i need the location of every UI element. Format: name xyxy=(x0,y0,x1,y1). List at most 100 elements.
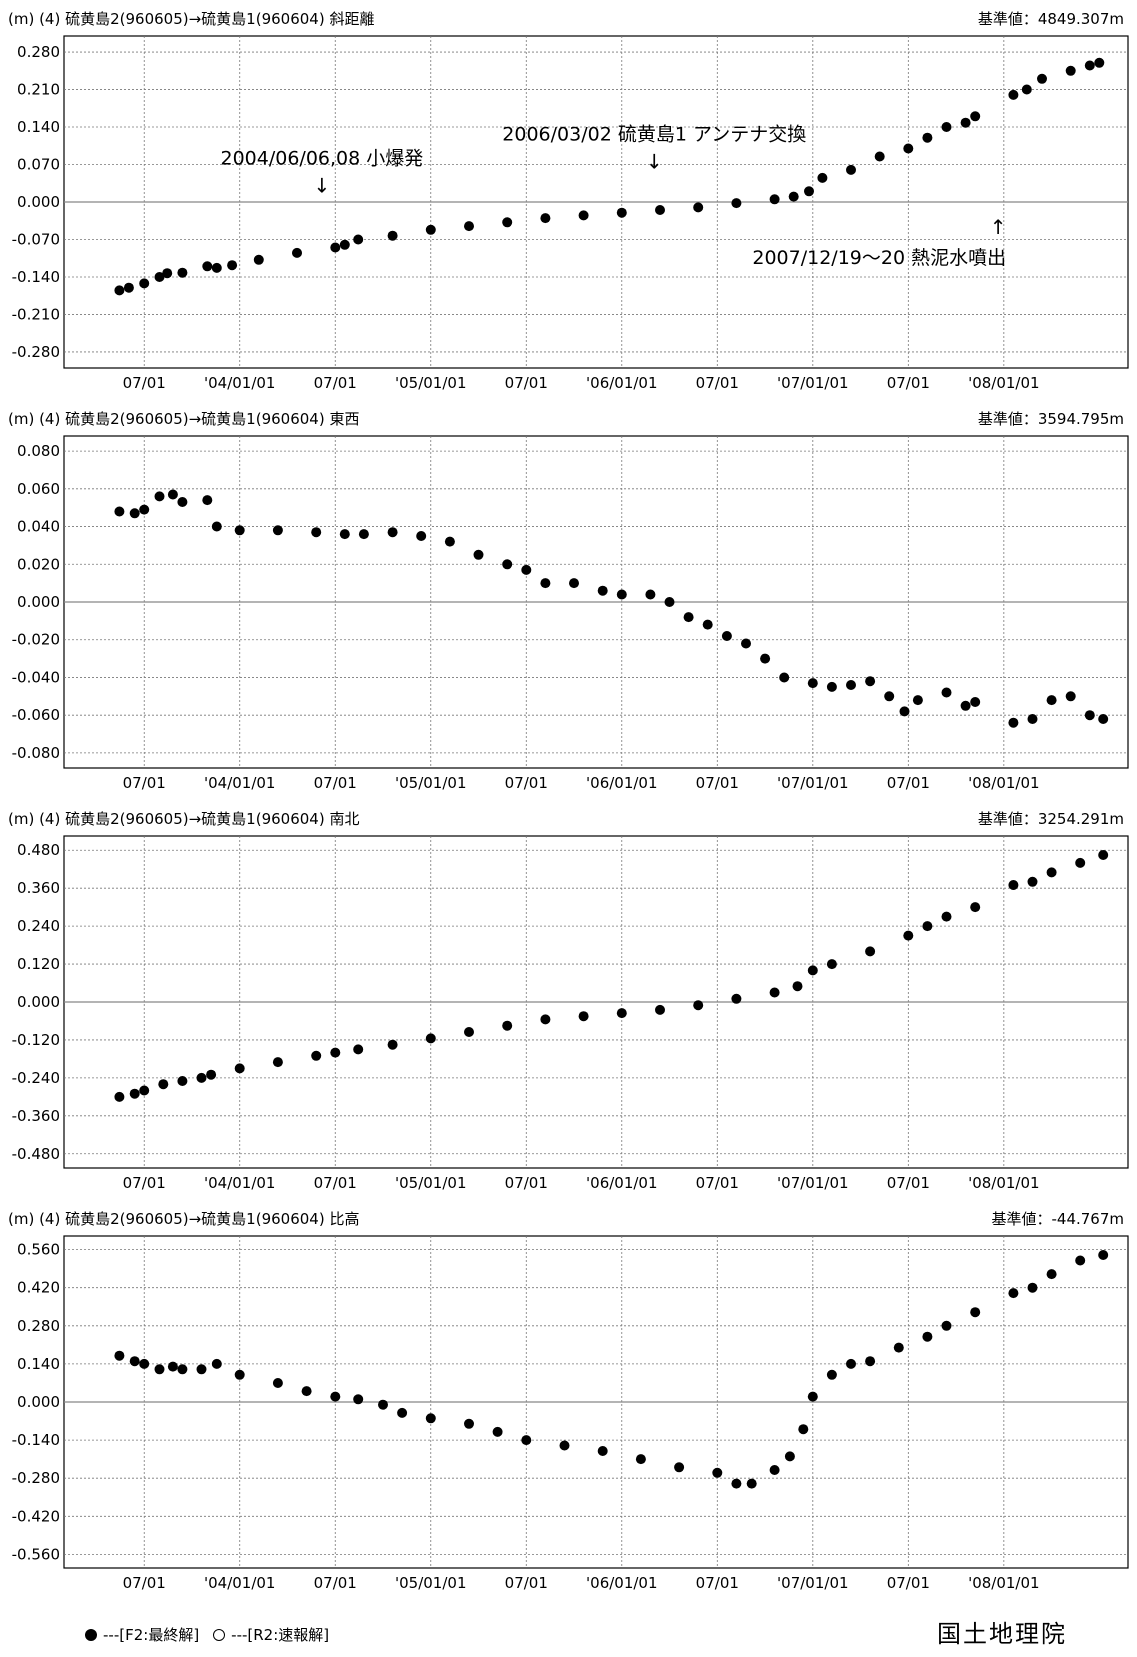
data-point xyxy=(416,531,427,541)
data-point xyxy=(664,597,675,607)
data-point xyxy=(1021,84,1032,95)
data-point xyxy=(154,1364,165,1375)
data-point xyxy=(353,1394,364,1405)
data-point xyxy=(211,521,222,532)
data-point xyxy=(865,1356,876,1367)
x-tick-label: 07/01 xyxy=(887,1174,930,1192)
y-tick-label: 0.080 xyxy=(17,442,60,460)
chart-header-right: 基準値：-44.767m xyxy=(991,1210,1124,1228)
data-point xyxy=(683,612,694,623)
x-tick-label: 07/01 xyxy=(505,774,548,792)
data-point xyxy=(798,1424,809,1435)
y-tick-label: 0.040 xyxy=(17,518,60,536)
data-point xyxy=(769,987,780,998)
x-tick-label: '04/01/01 xyxy=(204,774,276,792)
data-point xyxy=(779,672,790,683)
data-point xyxy=(616,207,627,218)
chart-header-left: (m) (4) 硫黄島2(960605)→硫黄島1(960604) 斜距離 xyxy=(8,10,374,28)
data-point xyxy=(444,536,455,547)
data-point xyxy=(1037,73,1047,84)
chart-header-left: (m) (4) 硫黄島2(960605)→硫黄島1(960604) 南北 xyxy=(8,810,359,828)
data-point xyxy=(177,1076,188,1086)
data-point xyxy=(492,1426,503,1437)
data-point xyxy=(941,687,952,698)
data-point xyxy=(473,549,484,560)
data-point xyxy=(1008,89,1019,100)
x-tick-label: '04/01/01 xyxy=(204,1174,276,1192)
data-point xyxy=(1027,1282,1038,1293)
y-tick-label: 0.480 xyxy=(17,841,60,859)
data-point xyxy=(578,210,589,221)
data-point xyxy=(353,1044,364,1055)
x-tick-label: '05/01/01 xyxy=(395,774,467,792)
y-tick-label: -0.280 xyxy=(12,343,60,361)
data-point xyxy=(521,1435,532,1446)
y-tick-label: 0.140 xyxy=(17,118,60,136)
data-point xyxy=(425,224,436,235)
y-tick-label: 0.560 xyxy=(17,1241,60,1259)
data-point xyxy=(129,1356,140,1367)
data-point xyxy=(129,1088,140,1099)
data-point xyxy=(769,1465,780,1475)
data-point xyxy=(339,239,350,250)
data-point xyxy=(826,681,837,692)
y-tick-label: 0.000 xyxy=(17,193,60,211)
data-point xyxy=(502,1020,513,1031)
y-tick-label: 0.000 xyxy=(17,593,60,611)
x-tick-label: 07/01 xyxy=(123,1574,166,1592)
x-tick-label: '05/01/01 xyxy=(395,1574,467,1592)
agency-name: 国土地理院 xyxy=(937,1620,1067,1648)
data-point xyxy=(1027,714,1038,724)
data-point xyxy=(912,695,923,706)
data-point xyxy=(903,930,914,941)
data-point xyxy=(1098,850,1109,860)
y-tick-label: 0.140 xyxy=(17,1355,60,1373)
y-tick-label: 0.060 xyxy=(17,480,60,498)
data-point xyxy=(1098,714,1109,724)
data-point xyxy=(970,111,981,122)
data-point xyxy=(693,202,704,213)
data-point xyxy=(741,638,751,649)
x-tick-label: '07/01/01 xyxy=(777,774,849,792)
data-point xyxy=(211,1358,222,1369)
x-tick-label: '06/01/01 xyxy=(586,1174,658,1192)
data-point xyxy=(139,1085,150,1096)
x-tick-label: '06/01/01 xyxy=(586,1574,658,1592)
y-tick-label: 0.000 xyxy=(17,993,60,1011)
data-point xyxy=(1008,1288,1019,1299)
data-point xyxy=(903,143,914,154)
annotation-label: 2007/12/19～20 熱泥水噴出 xyxy=(752,247,1006,269)
data-point xyxy=(234,1369,245,1380)
y-tick-label: 0.020 xyxy=(17,555,60,573)
y-tick-label: 0.360 xyxy=(17,879,60,897)
legend-rapid-label: ---[R2:速報解] xyxy=(231,1626,330,1644)
y-tick-label: 0.210 xyxy=(17,81,60,99)
x-tick-label: 07/01 xyxy=(505,374,548,392)
data-point xyxy=(721,631,732,641)
y-tick-label: -0.360 xyxy=(12,1107,60,1125)
data-point xyxy=(899,706,910,717)
x-tick-label: 07/01 xyxy=(887,1574,930,1592)
chart-header-right: 基準値：4849.307m xyxy=(978,10,1124,28)
data-point xyxy=(960,117,971,128)
y-tick-label: 0.280 xyxy=(17,43,60,61)
data-point xyxy=(114,506,125,517)
x-tick-label: 07/01 xyxy=(696,774,739,792)
data-point xyxy=(970,1307,981,1318)
x-tick-label: '08/01/01 xyxy=(968,774,1040,792)
chart-area: (m) (4) 硫黄島2(960605)→硫黄島1(960604) 斜距離基準値… xyxy=(8,10,1129,1592)
data-point xyxy=(177,267,188,278)
data-point xyxy=(578,1011,589,1022)
x-tick-label: 07/01 xyxy=(123,1174,166,1192)
x-tick-label: 07/01 xyxy=(314,1574,357,1592)
y-tick-label: -0.210 xyxy=(12,305,60,323)
data-point xyxy=(922,132,933,143)
x-tick-label: 07/01 xyxy=(314,374,357,392)
data-point xyxy=(597,1446,608,1456)
data-point xyxy=(731,993,742,1004)
y-tick-label: -0.060 xyxy=(12,706,60,724)
data-point xyxy=(807,965,818,976)
data-point xyxy=(464,221,474,232)
x-tick-label: '08/01/01 xyxy=(968,1174,1040,1192)
y-tick-label: -0.120 xyxy=(12,1031,60,1049)
